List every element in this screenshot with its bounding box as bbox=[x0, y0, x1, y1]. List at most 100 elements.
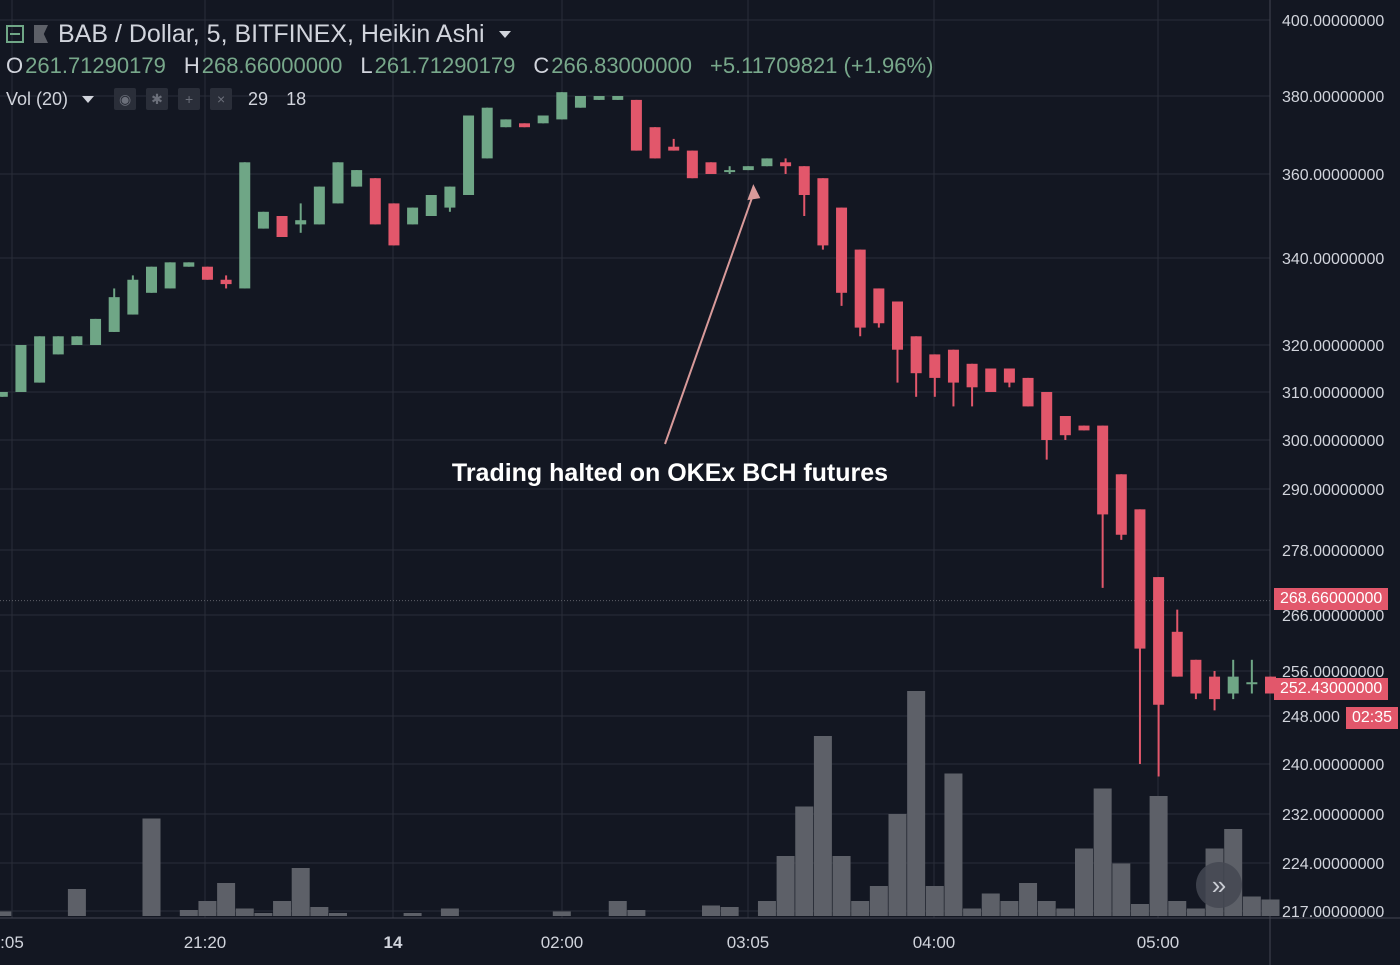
volume-bar bbox=[795, 806, 814, 916]
flag-icon[interactable] bbox=[34, 25, 48, 43]
volume-bar bbox=[963, 908, 982, 916]
volume-bar bbox=[832, 856, 851, 916]
candle bbox=[0, 392, 8, 397]
eye-icon[interactable]: ◉ bbox=[114, 88, 137, 110]
candle bbox=[798, 166, 810, 195]
price-tick-label: 340.00000000 bbox=[1282, 251, 1384, 268]
candle bbox=[593, 96, 605, 100]
candle bbox=[351, 170, 363, 187]
candle bbox=[1115, 474, 1127, 535]
candle bbox=[127, 279, 139, 315]
volume-bar bbox=[235, 908, 254, 916]
candle bbox=[1078, 425, 1090, 431]
candle bbox=[332, 162, 344, 204]
price-change: +5.11709821 (+1.96%) bbox=[709, 53, 934, 78]
price-tick-label: 256.00000000 bbox=[1282, 664, 1384, 681]
volume-bar bbox=[1000, 901, 1019, 916]
price-tick-label: 224.00000000 bbox=[1282, 856, 1384, 873]
price-tick-label: 320.00000000 bbox=[1282, 338, 1384, 355]
price-tick-label: 248.000 bbox=[1282, 709, 1340, 726]
volume-bar bbox=[1037, 901, 1056, 916]
candle bbox=[854, 249, 866, 328]
double-chevron-right-icon[interactable]: » bbox=[1196, 862, 1242, 908]
candle bbox=[71, 336, 83, 345]
volume-bar bbox=[142, 818, 161, 916]
candle bbox=[257, 211, 269, 229]
ohlc-open: O261.71290179 bbox=[6, 53, 166, 78]
candle bbox=[220, 279, 232, 285]
volume-bar bbox=[273, 901, 292, 916]
close-icon[interactable]: × bbox=[210, 88, 233, 110]
plus-icon[interactable]: + bbox=[178, 88, 201, 110]
volume-bar bbox=[552, 911, 571, 916]
volume-bar bbox=[403, 913, 422, 916]
volume-bar bbox=[0, 911, 12, 916]
candle bbox=[201, 266, 213, 280]
candle bbox=[1022, 377, 1034, 407]
time-tick-label: 21:20 bbox=[184, 933, 227, 952]
last-price-label: 252.43000000 bbox=[1274, 678, 1389, 700]
volume-bar bbox=[608, 901, 627, 916]
volume-bar bbox=[1112, 863, 1131, 916]
annotation-arrowhead bbox=[747, 184, 761, 201]
candle bbox=[574, 96, 586, 108]
candle bbox=[892, 301, 903, 350]
candle bbox=[90, 318, 102, 345]
volume-bar bbox=[440, 908, 459, 916]
price-tick-label: 217.00000000 bbox=[1282, 904, 1384, 921]
volume-bar bbox=[627, 910, 646, 916]
gear-icon[interactable]: ✱ bbox=[146, 88, 169, 110]
high-price-label: 268.66000000 bbox=[1274, 588, 1389, 610]
chevron-down-icon[interactable] bbox=[498, 30, 511, 38]
candle bbox=[705, 162, 717, 174]
candle bbox=[34, 336, 46, 383]
time-tick-label: 04:00 bbox=[913, 933, 956, 952]
candle bbox=[481, 107, 493, 159]
candle bbox=[1246, 682, 1258, 685]
chevron-down-icon[interactable] bbox=[82, 95, 95, 103]
candle bbox=[1153, 577, 1165, 705]
volume-bar bbox=[869, 886, 888, 916]
volume-bar bbox=[813, 736, 832, 916]
volume-bar bbox=[329, 913, 347, 916]
candle bbox=[463, 115, 475, 195]
candle bbox=[966, 363, 978, 388]
volume-legend: Vol (20) ◉ ✱ + × 29 18 bbox=[6, 88, 306, 110]
candle bbox=[444, 186, 456, 208]
time-tick-label: :05 bbox=[0, 933, 24, 952]
ohlc-legend: O261.71290179 H268.66000000 L261.7129017… bbox=[6, 53, 933, 79]
volume-bar bbox=[702, 905, 720, 916]
volume-bar bbox=[1093, 788, 1112, 916]
candle bbox=[1190, 659, 1202, 694]
candle bbox=[761, 158, 773, 167]
candle bbox=[817, 178, 829, 246]
price-tick-label: 380.00000000 bbox=[1282, 89, 1384, 106]
candle bbox=[985, 368, 997, 392]
volume-bar bbox=[1019, 883, 1038, 916]
bar-countdown-label: 02:35 bbox=[1346, 707, 1399, 729]
symbol-title[interactable]: BAB / Dollar, 5, BITFINEX, Heikin Ashi bbox=[58, 19, 485, 48]
candle bbox=[947, 349, 959, 383]
volume-value-1: 29 bbox=[248, 88, 269, 109]
volume-bar bbox=[1130, 904, 1149, 916]
candle bbox=[15, 345, 27, 392]
candle bbox=[836, 207, 848, 293]
volume-bar bbox=[1149, 796, 1168, 916]
price-tick-label: 360.00000000 bbox=[1282, 167, 1384, 184]
time-tick-label: 05:00 bbox=[1137, 933, 1180, 952]
candle bbox=[668, 146, 680, 151]
candle bbox=[742, 166, 754, 171]
volume-bar bbox=[1168, 901, 1187, 916]
volume-indicator-label[interactable]: Vol (20) bbox=[6, 88, 69, 109]
candle bbox=[780, 162, 792, 167]
symbol-header: BAB / Dollar, 5, BITFINEX, Heikin Ashi bbox=[6, 14, 511, 54]
candle bbox=[1003, 368, 1015, 383]
volume-bar bbox=[981, 893, 1000, 916]
candle bbox=[369, 178, 381, 225]
volume-bar bbox=[1261, 899, 1280, 916]
volume-bar bbox=[944, 773, 963, 916]
candle bbox=[164, 262, 176, 289]
collapse-legend-icon[interactable] bbox=[6, 25, 24, 43]
candle bbox=[1265, 676, 1276, 694]
